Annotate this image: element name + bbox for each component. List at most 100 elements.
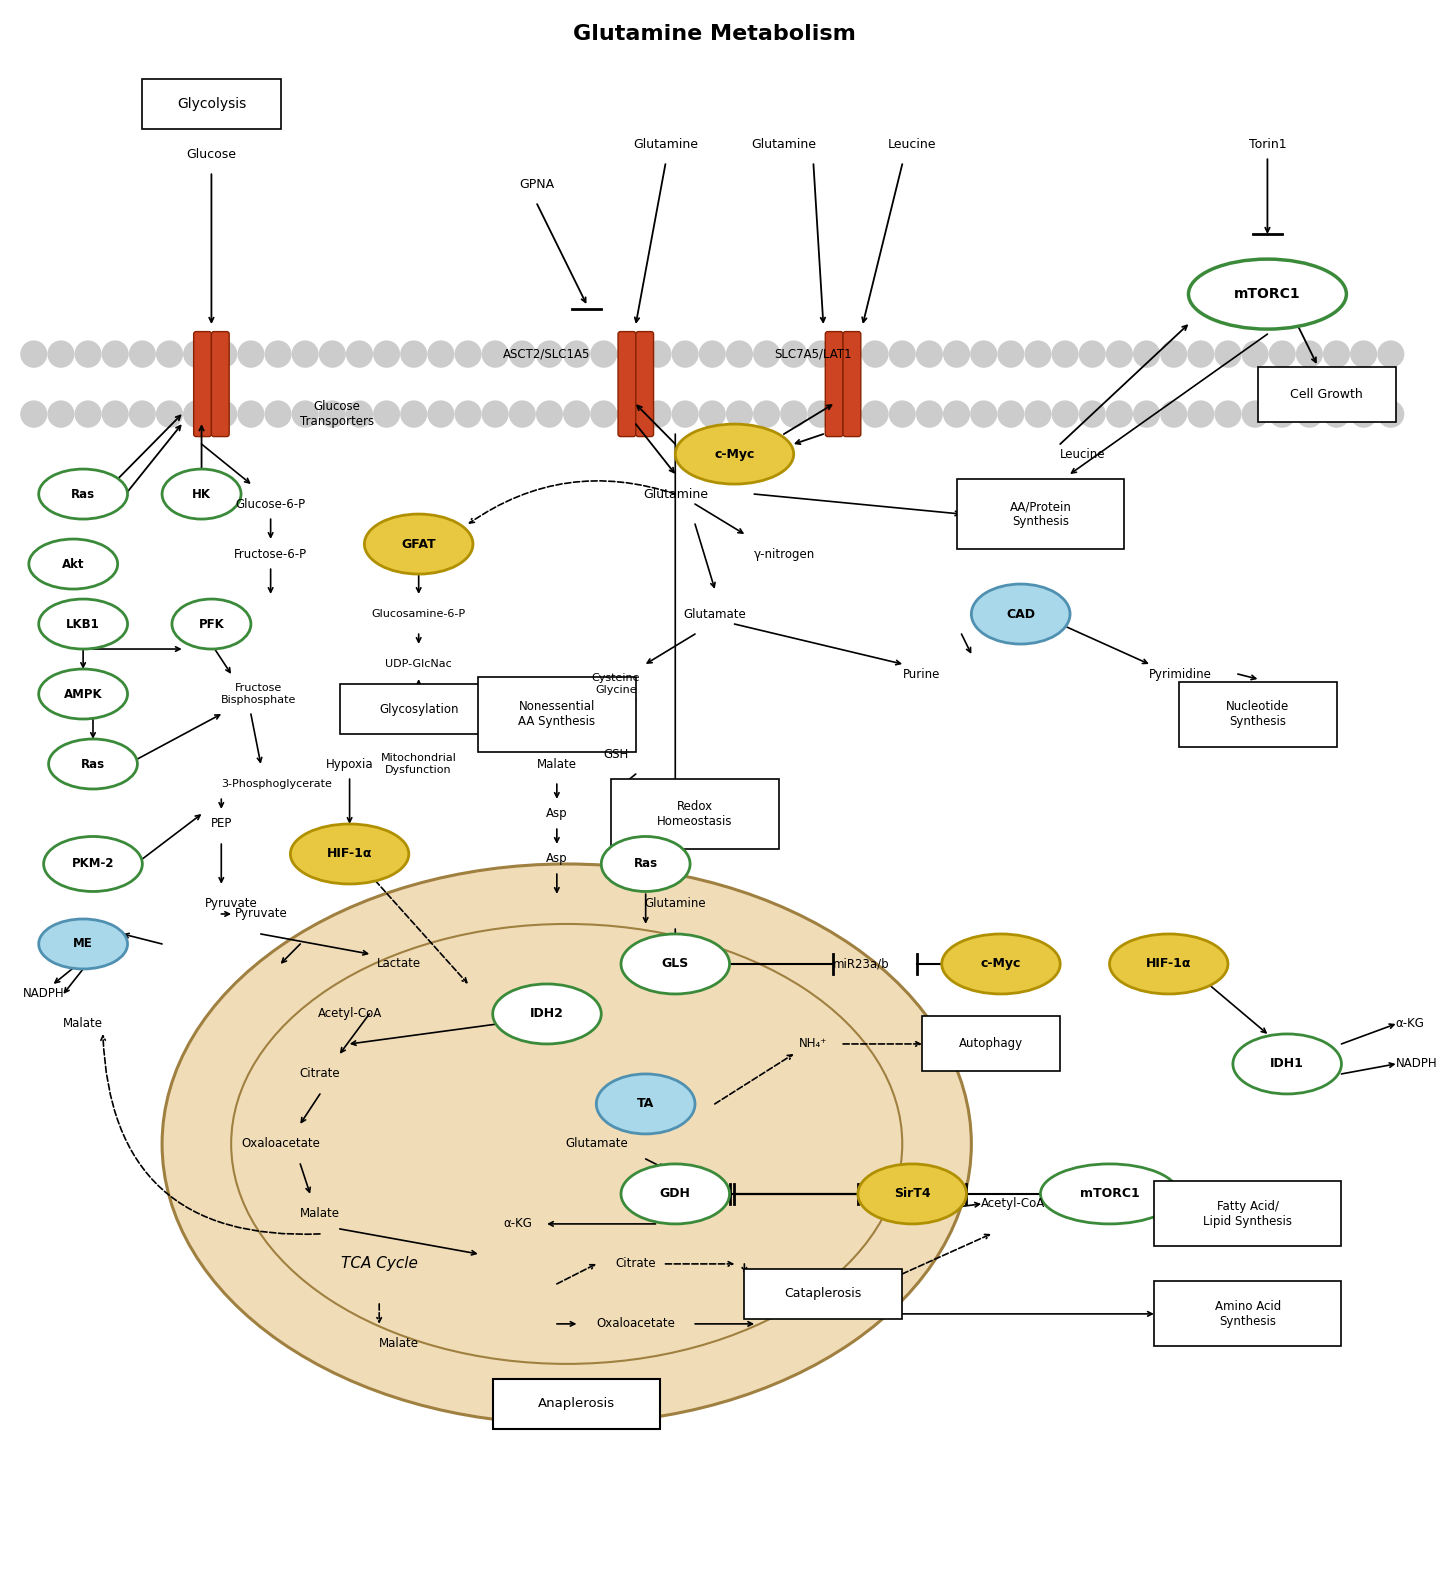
Circle shape — [645, 402, 671, 427]
Text: AA/Protein
Synthesis: AA/Protein Synthesis — [1009, 500, 1072, 529]
Circle shape — [699, 402, 725, 427]
Text: Cataplerosis: Cataplerosis — [784, 1288, 861, 1301]
FancyBboxPatch shape — [478, 676, 635, 751]
Text: ASCT2/SLC1A5: ASCT2/SLC1A5 — [503, 348, 590, 360]
Text: TCA Cycle: TCA Cycle — [341, 1256, 418, 1272]
Text: Mitochondrial
Dysfunction: Mitochondrial Dysfunction — [381, 753, 457, 775]
Circle shape — [1106, 341, 1132, 367]
Ellipse shape — [44, 837, 142, 891]
Ellipse shape — [39, 599, 128, 649]
Ellipse shape — [29, 538, 117, 589]
Circle shape — [944, 402, 970, 427]
Text: Glutamine: Glutamine — [632, 138, 697, 151]
Circle shape — [238, 341, 264, 367]
Text: Glucose: Glucose — [187, 148, 236, 160]
Circle shape — [184, 402, 209, 427]
Circle shape — [863, 341, 887, 367]
Circle shape — [129, 402, 155, 427]
Circle shape — [265, 402, 291, 427]
Text: Asp: Asp — [547, 807, 567, 821]
Circle shape — [428, 341, 454, 367]
Text: Ras: Ras — [81, 757, 104, 770]
Text: Pyruvate: Pyruvate — [235, 907, 287, 921]
Circle shape — [808, 402, 834, 427]
Text: Glutamate: Glutamate — [566, 1137, 628, 1150]
Circle shape — [536, 402, 563, 427]
FancyBboxPatch shape — [212, 332, 229, 437]
Text: Fructose
Bisphosphate: Fructose Bisphosphate — [222, 683, 297, 705]
Text: IDH1: IDH1 — [1270, 1058, 1304, 1070]
Circle shape — [1134, 341, 1160, 367]
Text: Pyruvate: Pyruvate — [204, 897, 258, 910]
Circle shape — [20, 402, 46, 427]
Text: c-Myc: c-Myc — [980, 958, 1021, 970]
Circle shape — [808, 341, 834, 367]
Circle shape — [618, 402, 644, 427]
Text: Fructose-6-P: Fructose-6-P — [233, 548, 307, 561]
Ellipse shape — [39, 468, 128, 519]
Ellipse shape — [162, 468, 241, 519]
Circle shape — [863, 402, 887, 427]
Text: Acetyl-CoA: Acetyl-CoA — [982, 1197, 1045, 1210]
Text: Citrate: Citrate — [615, 1258, 655, 1270]
Circle shape — [592, 341, 616, 367]
FancyBboxPatch shape — [957, 480, 1124, 549]
Circle shape — [509, 341, 535, 367]
Circle shape — [564, 402, 589, 427]
Text: Leucine: Leucine — [887, 138, 937, 151]
Circle shape — [1269, 341, 1295, 367]
Text: Malate: Malate — [64, 1018, 103, 1031]
Circle shape — [1161, 341, 1186, 367]
Text: Redox
Homeostasis: Redox Homeostasis — [657, 800, 732, 827]
Ellipse shape — [162, 864, 972, 1424]
Ellipse shape — [1189, 259, 1347, 329]
Text: Nonessential
AA Synthesis: Nonessential AA Synthesis — [518, 700, 596, 727]
Text: Glutamate: Glutamate — [683, 608, 747, 621]
Circle shape — [972, 341, 996, 367]
Text: Glycosylation: Glycosylation — [378, 702, 458, 716]
Circle shape — [699, 341, 725, 367]
Circle shape — [618, 341, 644, 367]
Circle shape — [20, 341, 46, 367]
Circle shape — [1106, 402, 1132, 427]
Ellipse shape — [602, 837, 690, 891]
Text: PEP: PEP — [210, 818, 232, 831]
Circle shape — [782, 341, 806, 367]
Circle shape — [916, 402, 942, 427]
Circle shape — [1053, 402, 1077, 427]
Text: 3-Phosphoglycerate: 3-Phosphoglycerate — [222, 780, 332, 789]
Text: Oxaloacetate: Oxaloacetate — [241, 1137, 320, 1150]
Text: HIF-1α: HIF-1α — [1146, 958, 1192, 970]
Circle shape — [347, 341, 373, 367]
FancyBboxPatch shape — [1179, 681, 1337, 746]
Circle shape — [210, 402, 236, 427]
Circle shape — [1378, 341, 1404, 367]
FancyBboxPatch shape — [842, 332, 861, 437]
Circle shape — [1351, 402, 1376, 427]
Ellipse shape — [49, 738, 138, 789]
Circle shape — [265, 341, 291, 367]
Circle shape — [347, 402, 373, 427]
Circle shape — [754, 341, 780, 367]
FancyBboxPatch shape — [1154, 1181, 1341, 1247]
Circle shape — [1025, 341, 1051, 367]
Circle shape — [754, 402, 780, 427]
Text: Malate: Malate — [300, 1207, 339, 1221]
FancyBboxPatch shape — [922, 1016, 1060, 1072]
Circle shape — [238, 402, 264, 427]
Text: Amino Acid
Synthesis: Amino Acid Synthesis — [1215, 1301, 1280, 1328]
Text: NH₄⁺: NH₄⁺ — [799, 1037, 828, 1050]
FancyBboxPatch shape — [142, 79, 280, 129]
Circle shape — [998, 341, 1024, 367]
Text: Cell Growth: Cell Growth — [1290, 387, 1363, 400]
Circle shape — [944, 341, 970, 367]
Text: Autophagy: Autophagy — [958, 1037, 1024, 1050]
Circle shape — [400, 341, 426, 367]
Text: SirT4: SirT4 — [893, 1188, 931, 1201]
Text: LKB1: LKB1 — [67, 618, 100, 630]
Circle shape — [428, 402, 454, 427]
Text: Fatty Acid/
Lipid Synthesis: Fatty Acid/ Lipid Synthesis — [1204, 1201, 1292, 1228]
Ellipse shape — [173, 599, 251, 649]
Text: PFK: PFK — [199, 618, 225, 630]
Circle shape — [835, 402, 861, 427]
